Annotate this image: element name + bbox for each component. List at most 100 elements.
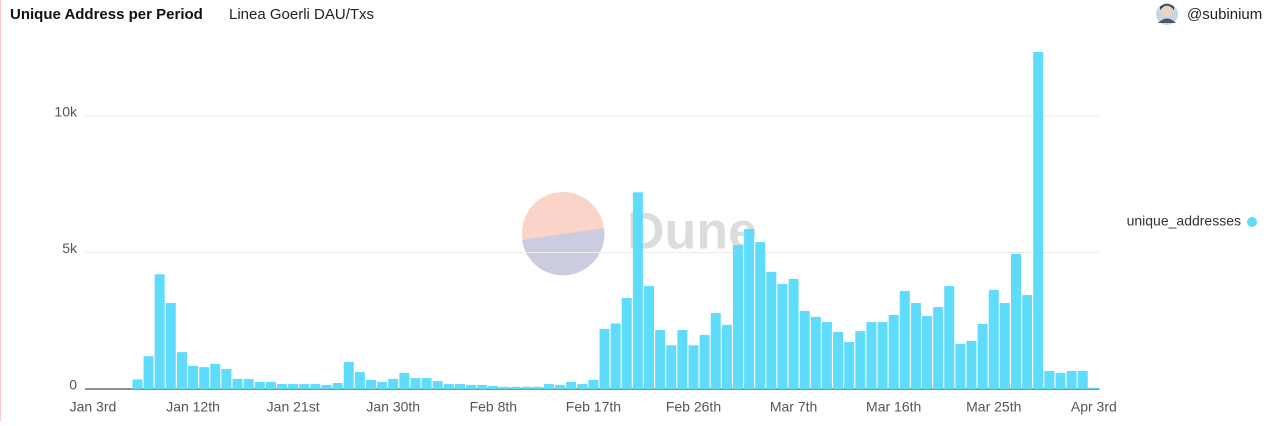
bar	[477, 384, 488, 389]
bar	[621, 298, 632, 389]
bar	[810, 316, 821, 389]
bar	[688, 345, 699, 389]
bar	[699, 334, 710, 389]
bar	[677, 330, 688, 389]
x-tick-label: Feb 17th	[566, 399, 621, 415]
legend-swatch	[1247, 217, 1257, 227]
bar	[566, 381, 577, 389]
bar	[855, 331, 866, 389]
bar	[232, 378, 243, 389]
bar	[555, 384, 566, 389]
bar	[254, 381, 265, 389]
x-tick-label: Jan 3rd	[70, 399, 117, 415]
bar	[744, 228, 755, 389]
author[interactable]: @subinium	[1187, 6, 1262, 23]
bar	[1066, 370, 1077, 389]
x-tick-label: Jan 30th	[366, 399, 420, 415]
chart-subtitle: Linea Goerli DAU/Txs	[229, 6, 374, 23]
x-tick-label: Feb 26th	[666, 399, 721, 415]
bar	[588, 379, 599, 389]
watermark-logo	[522, 192, 605, 276]
bar	[1077, 370, 1088, 389]
bar	[154, 274, 165, 389]
bar	[510, 386, 521, 389]
bar	[299, 384, 310, 389]
bar	[922, 316, 933, 389]
bar	[521, 386, 532, 389]
bar	[666, 345, 677, 389]
bar	[632, 192, 643, 389]
bar	[1022, 295, 1033, 389]
bar	[788, 278, 799, 389]
bar	[277, 384, 288, 389]
bar	[1044, 370, 1055, 389]
bar	[766, 271, 777, 389]
bar	[777, 283, 788, 389]
bar	[1055, 372, 1066, 389]
x-tick-label: Jan 12th	[166, 399, 220, 415]
bar	[143, 356, 154, 389]
bar	[610, 323, 621, 389]
bar	[466, 384, 477, 389]
x-tick-label: Mar 25th	[966, 399, 1021, 415]
bar	[388, 378, 399, 389]
bar	[543, 384, 554, 389]
bar	[499, 386, 510, 389]
bar	[188, 365, 199, 389]
bar	[844, 342, 855, 389]
bar	[577, 384, 588, 389]
bar	[599, 328, 610, 389]
bar	[165, 302, 176, 389]
bar	[999, 302, 1010, 389]
y-tick-label: 5k	[62, 240, 78, 256]
bar	[454, 384, 465, 389]
bar	[988, 289, 999, 389]
bar	[399, 372, 410, 389]
bar	[365, 379, 376, 389]
y-tick-label: 10k	[54, 104, 78, 120]
bar	[944, 286, 955, 389]
bar	[443, 384, 454, 389]
bar	[1010, 253, 1021, 389]
bar	[1088, 387, 1099, 389]
bar	[288, 384, 299, 389]
bar	[221, 369, 232, 389]
x-tick-label: Mar 7th	[770, 399, 817, 415]
bar	[655, 330, 666, 389]
x-tick-label: Apr 3rd	[1071, 399, 1117, 415]
bar	[332, 382, 343, 389]
bar	[866, 322, 877, 389]
bar	[977, 323, 988, 389]
bar	[243, 378, 254, 389]
bar	[799, 310, 810, 389]
bar	[821, 322, 832, 389]
x-tick-label: Jan 21st	[267, 399, 320, 415]
bar	[532, 386, 543, 389]
bar	[377, 381, 388, 389]
chart-title: Unique Address per Period	[10, 6, 203, 23]
bar	[432, 381, 443, 389]
bar	[354, 372, 365, 389]
bar	[910, 302, 921, 389]
bar	[710, 313, 721, 389]
x-tick-label: Mar 16th	[866, 399, 921, 415]
bar	[132, 379, 143, 389]
bar	[321, 384, 332, 389]
y-tick-label: 0	[69, 377, 77, 393]
bar	[888, 314, 899, 389]
bar	[421, 378, 432, 389]
bar	[176, 352, 187, 389]
bar	[933, 307, 944, 389]
x-tick-label: Feb 8th	[470, 399, 517, 415]
avatar	[1156, 3, 1178, 25]
bar	[955, 343, 966, 389]
bar	[410, 378, 421, 389]
bar	[966, 340, 977, 389]
bar	[877, 322, 888, 389]
bar	[644, 286, 655, 389]
bar	[755, 242, 766, 389]
bar	[833, 331, 844, 389]
bar	[199, 367, 210, 389]
bar	[343, 361, 354, 389]
